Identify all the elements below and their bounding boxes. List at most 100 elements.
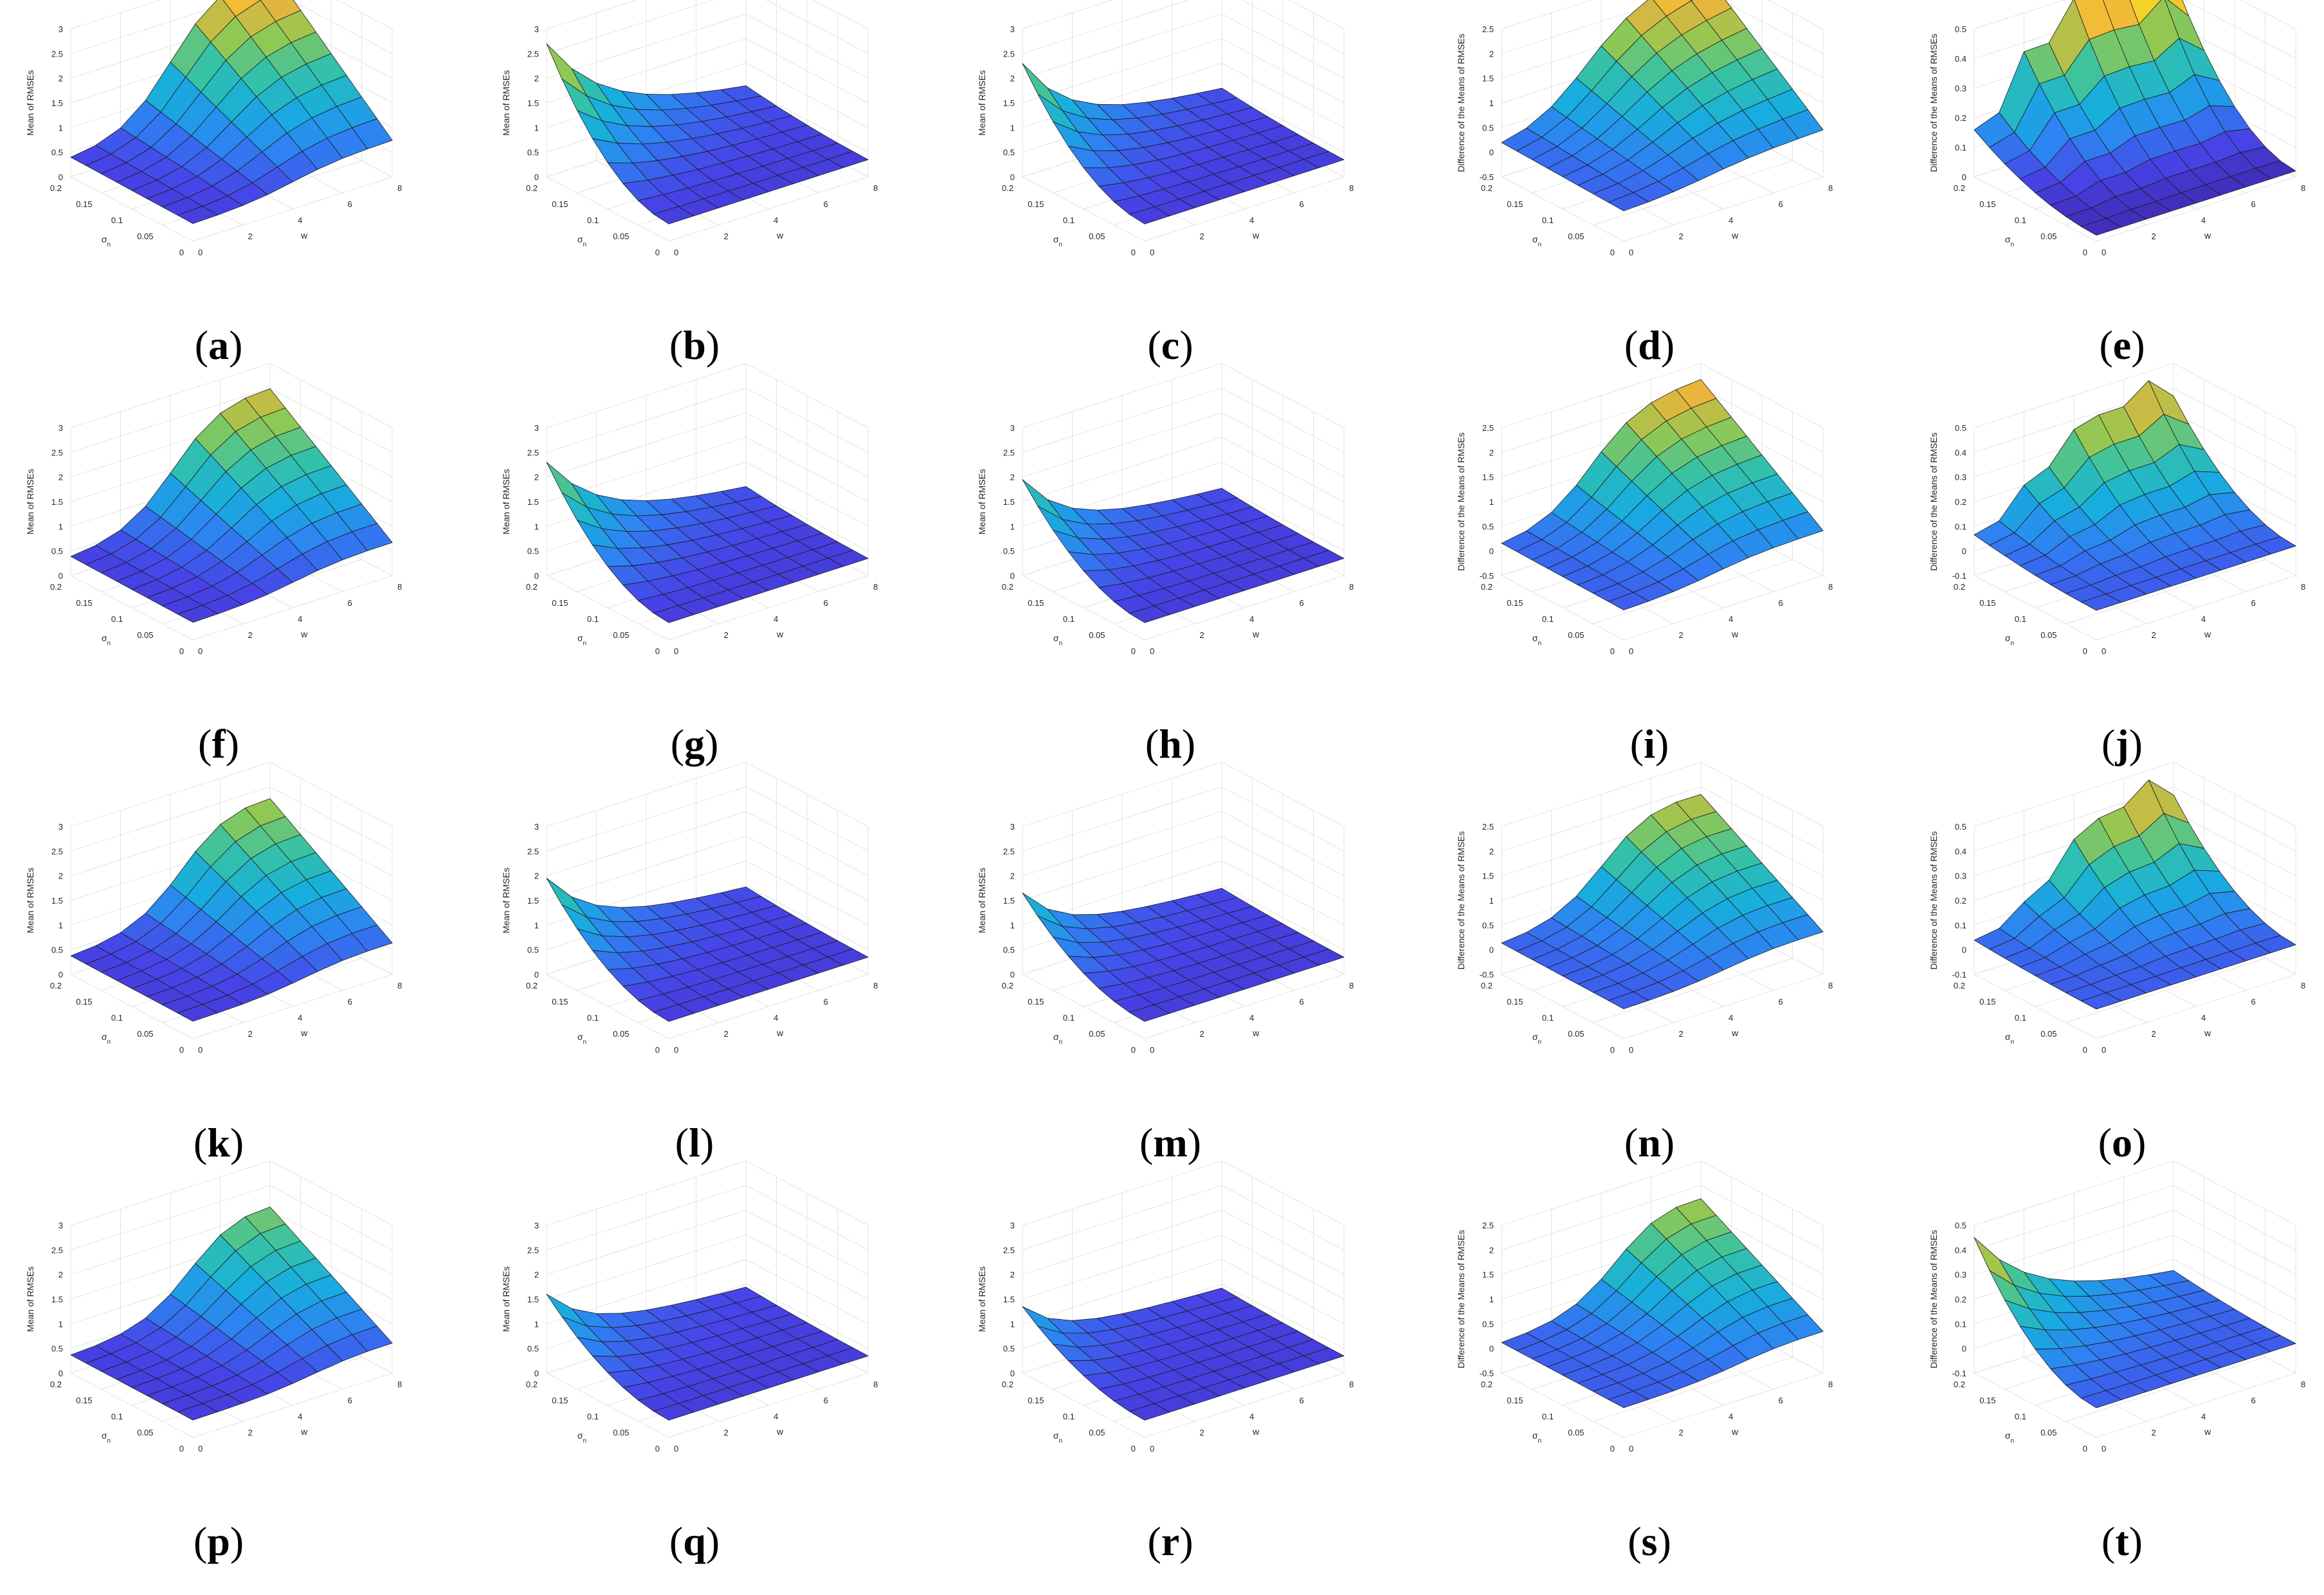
subfigure-caption-g: (g) (630, 720, 759, 768)
w-tick-label: 0 (674, 248, 678, 257)
w-axis-label: w (2204, 629, 2211, 639)
z-tick-label: 2 (1489, 846, 1494, 856)
z-tick-label: 0.5 (1003, 1344, 1015, 1354)
z-tick-label: 0.3 (1955, 871, 1966, 881)
z-tick-label: 0 (59, 1369, 63, 1378)
sigma-axis-label: σn (577, 633, 586, 647)
sigma-tick-label: 0.15 (552, 1396, 568, 1405)
w-tick-label: 2 (1200, 232, 1204, 241)
sigma-axis-label: σn (577, 234, 586, 248)
w-tick-label: 4 (1249, 614, 1254, 624)
sigma-axis-label: σn (2005, 1430, 2014, 1445)
sigma-tick-label: 0.2 (1954, 981, 1965, 990)
sigma-tick-label: 0 (655, 248, 660, 257)
sigma-tick-label: 0.2 (1954, 183, 1965, 193)
z-tick-label: 1.5 (1003, 497, 1015, 507)
w-tick-label: 8 (2301, 981, 2305, 990)
w-axis-label: w (776, 1426, 784, 1437)
w-tick-label: 6 (1300, 1396, 1304, 1405)
z-tick-label: 3 (1010, 24, 1015, 34)
w-tick-label: 2 (2152, 630, 2156, 640)
sigma-tick-label: 0 (2083, 248, 2087, 257)
z-tick-label: 0.5 (1003, 945, 1015, 955)
sigma-tick-label: 0.1 (2015, 1013, 2026, 1023)
w-tick-label: 8 (873, 582, 878, 592)
w-tick-label: 0 (1629, 248, 1633, 257)
w-tick-label: 2 (1679, 232, 1684, 241)
sigma-axis-label: σn (1053, 234, 1062, 248)
z-tick-label: 3 (59, 24, 63, 34)
w-tick-label: 2 (1679, 1029, 1684, 1039)
w-tick-label: 6 (1779, 199, 1783, 209)
w-tick-label: 6 (1300, 199, 1304, 209)
z-tick-label: 0.2 (1955, 113, 1966, 123)
z-tick-label: 2 (1489, 1245, 1494, 1255)
z-tick-label: 3 (59, 1221, 63, 1230)
w-tick-label: 4 (2201, 1412, 2206, 1421)
z-axis-label: Mean of RMSEs (25, 70, 35, 136)
z-tick-label: 0.1 (1955, 522, 1966, 531)
w-axis-label: w (776, 230, 784, 241)
z-tick-label: 1 (1489, 497, 1494, 507)
subfigure-caption-i: (i) (1585, 720, 1714, 768)
z-tick-label: 0 (1489, 1344, 1494, 1354)
w-tick-label: 4 (1249, 215, 1254, 225)
w-tick-label: 6 (1779, 598, 1783, 608)
w-tick-label: 0 (674, 646, 678, 656)
z-tick-label: 0.1 (1955, 143, 1966, 152)
w-tick-label: 0 (198, 248, 203, 257)
w-tick-label: 4 (2201, 1013, 2206, 1023)
w-tick-label: 4 (774, 614, 778, 624)
w-tick-label: 6 (1300, 997, 1304, 1007)
z-axis-label: Mean of RMSEs (25, 469, 35, 534)
z-tick-label: 0.5 (1482, 1319, 1494, 1329)
z-tick-label: 3 (534, 1221, 539, 1230)
w-tick-label: 8 (1349, 981, 1354, 990)
z-tick-label: 1.5 (527, 1295, 539, 1304)
z-tick-label: 0 (59, 970, 63, 980)
z-tick-label: 0 (1010, 172, 1015, 182)
z-tick-label: 0 (1962, 1344, 1966, 1354)
w-axis-label: w (1731, 629, 1739, 639)
w-tick-label: 0 (1150, 646, 1154, 656)
sigma-tick-label: 0.1 (587, 614, 599, 624)
w-tick-label: 0 (674, 1045, 678, 1055)
z-axis-label: Mean of RMSEs (25, 868, 35, 933)
z-axis-label: Mean of RMSEs (501, 1266, 511, 1332)
z-axis-label: Mean of RMSEs (977, 469, 987, 534)
z-tick-label: 1.5 (527, 896, 539, 906)
sigma-tick-label: 0.2 (50, 183, 62, 193)
w-tick-label: 2 (1200, 1428, 1204, 1437)
sigma-tick-label: 0.2 (1481, 582, 1493, 592)
sigma-tick-label: 0.05 (613, 630, 629, 640)
subfigure-caption-r: (r) (1106, 1518, 1235, 1565)
sigma-tick-label: 0.1 (2015, 1412, 2026, 1421)
sigma-tick-label: 0 (1610, 1045, 1615, 1055)
z-tick-label: 1 (59, 522, 63, 531)
w-axis-label: w (300, 230, 308, 241)
z-tick-label: 2 (534, 871, 539, 881)
z-tick-label: 0.5 (527, 148, 539, 158)
surface (71, 1207, 392, 1420)
w-tick-label: 6 (1300, 598, 1304, 608)
sigma-tick-label: 0.2 (526, 1380, 538, 1389)
subfigure-caption-c: (c) (1106, 322, 1235, 369)
surface (1974, 0, 2296, 235)
z-tick-label: 0 (1010, 571, 1015, 581)
sigma-tick-label: 0.05 (2040, 630, 2056, 640)
z-axis-label: Mean of RMSEs (501, 469, 511, 534)
sigma-tick-label: 0.05 (1568, 232, 1584, 241)
z-tick-label: 0.5 (1955, 423, 1966, 433)
sigma-tick-label: 0.1 (111, 215, 123, 225)
w-tick-label: 6 (824, 1396, 828, 1405)
z-axis-label: Mean of RMSEs (501, 868, 511, 933)
z-tick-label: 3 (1010, 822, 1015, 832)
w-tick-label: 4 (2201, 215, 2206, 225)
w-tick-label: 4 (298, 1412, 302, 1421)
z-tick-label: 1 (1010, 522, 1015, 531)
w-tick-label: 4 (298, 614, 302, 624)
z-tick-label: 1.5 (1482, 74, 1494, 84)
